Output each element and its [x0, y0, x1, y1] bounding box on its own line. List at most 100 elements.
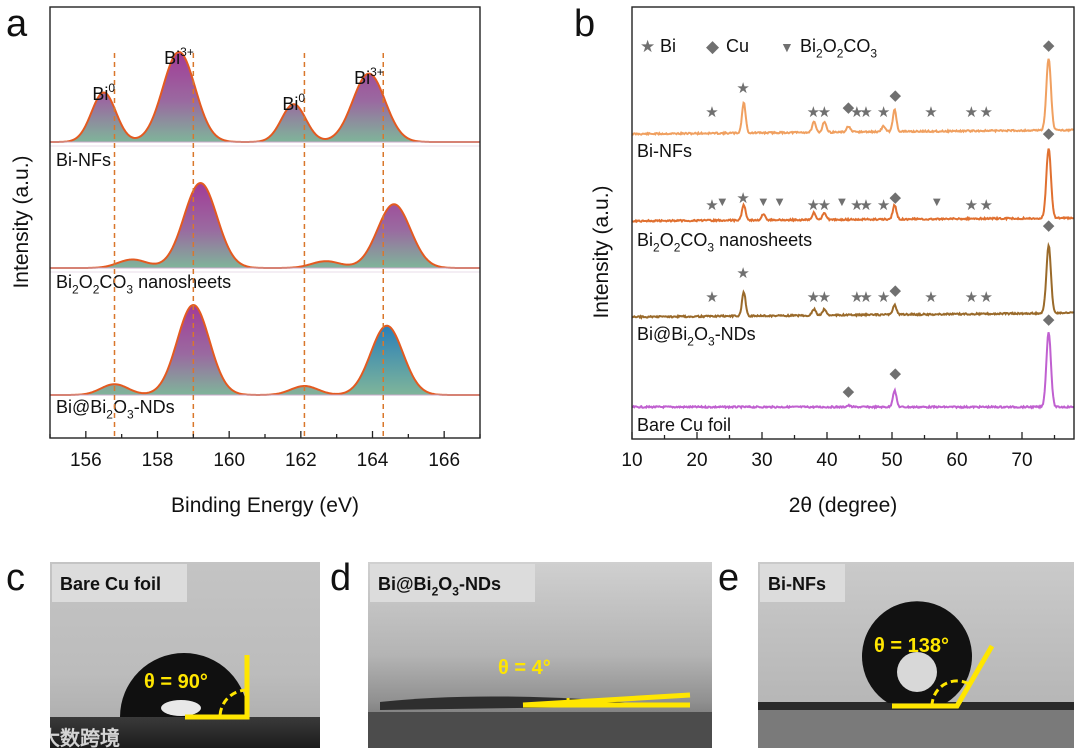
xrd-phase-marker: ★ [736, 265, 749, 282]
xrd-phase-marker: ★ [736, 190, 749, 207]
xrd-series-label: Bi@Bi2O3-NDs [637, 324, 756, 348]
watermark: 大数跨境 [7, 726, 120, 750]
xrd-phase-marker: ★ [924, 289, 937, 306]
watermark-text: 大数跨境 [40, 726, 120, 750]
xrd-phase-marker: ★ [924, 104, 937, 121]
contact-angle-image-bi-bi2o3: θ = 4° Bi@Bi2O3-NDs [368, 562, 712, 748]
xrd-x-tick-label: 50 [881, 450, 902, 471]
xrd-phase-marker: ★ [965, 289, 978, 306]
xrd-phase-marker: ★ [877, 289, 890, 306]
xps-peak-label: Bi0 [282, 91, 305, 114]
xrd-phase-marker: ★ [980, 197, 993, 214]
xrd-phase-marker: ▼ [757, 194, 770, 209]
xps-peak-label: Bi3+ [354, 65, 384, 88]
sample-label-bi-bi2o3: Bi@Bi2O3-NDs [378, 574, 501, 598]
xrd-phase-marker: ★ [965, 197, 978, 214]
xrd-x-tick-label: 60 [946, 450, 967, 471]
xrd-x-tick-label: 30 [751, 450, 772, 471]
xps-series-label: Bi@Bi2O3-NDs [56, 397, 175, 421]
xrd-pattern-0 [631, 58, 1075, 137]
xrd-phase-marker: ◆ [1043, 217, 1055, 234]
xrd-phase-marker: ▼ [836, 194, 849, 209]
xrd-phase-marker: ★ [980, 289, 993, 306]
xrd-legend-label: Cu [726, 36, 749, 56]
xrd-series-label: Bi-NFs [637, 141, 692, 161]
xps-envelope-0 [50, 52, 480, 142]
contact-angle-value: θ = 4° [498, 657, 551, 679]
xps-x-tick-label: 166 [428, 450, 460, 471]
xps-component-bi3-high [308, 325, 466, 395]
xrd-phase-marker: ◆ [889, 282, 901, 299]
xps-x-tick-label: 156 [70, 450, 102, 471]
xps-peak-label: Bi3+ [164, 45, 194, 68]
xrd-phase-marker: ★ [807, 104, 820, 121]
xrd-phase-marker: ★ [859, 197, 872, 214]
xps-x-tick-label: 162 [285, 450, 317, 471]
panel-letter-c: c [6, 557, 25, 599]
xrd-x-axis-label: 2θ (degree) [789, 494, 898, 517]
xrd-phase-marker: ★ [850, 104, 863, 121]
xrd-y-axis-label: Intensity (a.u.) [590, 185, 613, 318]
angle-lines [185, 655, 250, 720]
xrd-phase-marker: ▼ [930, 194, 943, 209]
xrd-legend-symbol: ▼ [780, 39, 794, 55]
label-box [52, 564, 187, 602]
xrd-phase-marker: ★ [818, 104, 831, 121]
xrd-phase-marker: ▼ [716, 194, 729, 209]
xps-chart: Bi-NFs Bi2O2CO3 nanosheets Bi@Bi2O3-NDs Bi0… [10, 6, 481, 517]
xps-peak-label: Bi0 [92, 81, 115, 104]
xrd-phase-marker: ★ [705, 104, 718, 121]
contact-angle-value: θ = 138° [874, 635, 949, 657]
xrd-phase-marker: ◆ [843, 383, 855, 400]
angle-arc [218, 688, 248, 718]
xrd-phase-marker: ◆ [1043, 125, 1055, 142]
xrd-phase-marker: ★ [850, 197, 863, 214]
sample-label-bare-cu: Bare Cu foil [60, 574, 161, 594]
xrd-pattern-1 [631, 148, 1074, 224]
xrd-x-tick-label: 40 [816, 450, 837, 471]
xrd-phase-marker: ◆ [889, 365, 901, 382]
xrd-phase-marker: ★ [859, 104, 872, 121]
panel-letter-e: e [718, 557, 739, 599]
xrd-phase-marker: ★ [736, 80, 749, 97]
xps-envelope-1 [50, 183, 480, 268]
xps-fit-line-0 [50, 50, 480, 143]
xrd-phase-marker: ★ [877, 104, 890, 121]
droplet-reflection [161, 700, 201, 716]
xrd-pattern-2 [631, 241, 1075, 320]
xrd-chart: ★★★★ ◆★★ ★◆★ ★ ★◆Bi-NFs★▼ ★ ▼ ▼ ★★ ▼ ★★ ★ ◆ ▼ ★ ★◆Bi2O2… [590, 6, 1075, 517]
xps-x-tick-label: 160 [213, 450, 245, 471]
water-droplet [120, 653, 248, 717]
xrd-phase-marker: ★ [807, 289, 820, 306]
xrd-series-label: Bare Cu foil [637, 415, 731, 435]
xrd-phase-marker: ◆ [1043, 311, 1055, 328]
sample-label-bi-nfs: Bi-NFs [768, 574, 826, 594]
xrd-phase-marker: ◆ [1043, 37, 1055, 54]
xps-series-label: Bi2O2CO3 nanosheets [56, 272, 231, 296]
label-box [370, 564, 535, 602]
xps-y-axis-label: Intensity (a.u.) [10, 155, 33, 288]
panel-letter-b: b [574, 3, 595, 45]
xrd-x-tick-label: 10 [621, 450, 642, 471]
contact-angle-value: θ = 90° [144, 671, 208, 693]
panel-letter-d: d [330, 557, 351, 599]
xrd-x-tick-label: 20 [686, 450, 707, 471]
angle-lines [892, 644, 995, 709]
xrd-phase-marker: ★ [980, 104, 993, 121]
xrd-phase-marker: ★ [965, 104, 978, 121]
angle-lines [522, 692, 691, 708]
xrd-phase-marker: ◆ [889, 87, 901, 104]
xrd-plot-frame [631, 6, 1075, 440]
xps-x-axis-label: Binding Energy (eV) [171, 494, 359, 517]
xrd-phase-marker: ★ [818, 197, 831, 214]
xrd-legend-symbol: ★ [640, 37, 655, 56]
xrd-phase-marker: ★ [818, 289, 831, 306]
xrd-phase-marker: ◆ [843, 99, 855, 116]
droplet-reflection [897, 652, 937, 692]
xps-series-label: Bi-NFs [56, 150, 111, 170]
xrd-phase-marker: ◆ [889, 189, 901, 206]
xrd-phase-marker: ★ [807, 197, 820, 214]
xrd-x-tick-label: 70 [1011, 450, 1032, 471]
xrd-phase-marker: ▼ [773, 194, 786, 209]
